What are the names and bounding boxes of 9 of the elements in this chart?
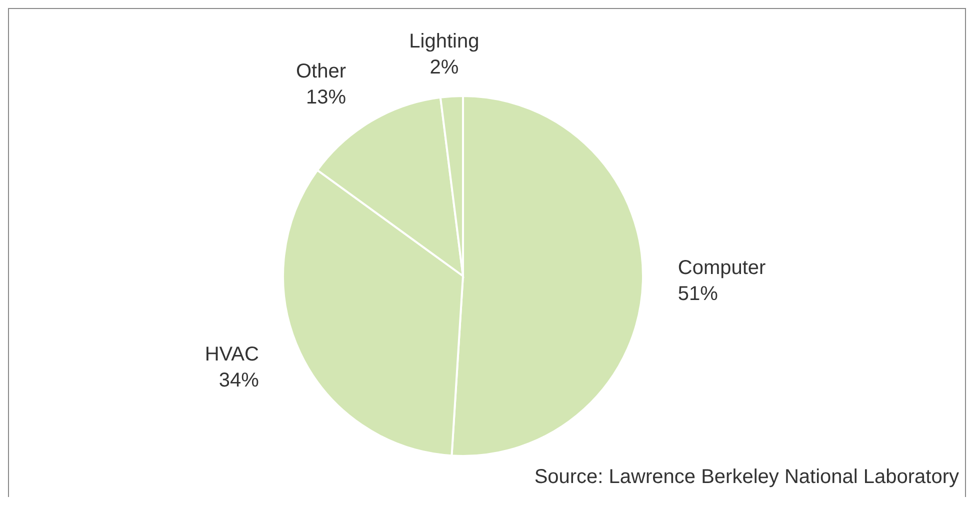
data-label: 13% [306,86,346,109]
slice-label: Computer [678,256,766,279]
data-label: 2% [430,56,459,78]
data-label: 34% [218,370,260,392]
source-note: Source: Lawrence Berkeley National Laboratory [534,466,959,489]
slice-label: Lighting [409,30,480,52]
slice-label: HVAC [204,344,259,366]
data-label: 51% [678,282,718,305]
slice-label: Other [296,60,346,83]
